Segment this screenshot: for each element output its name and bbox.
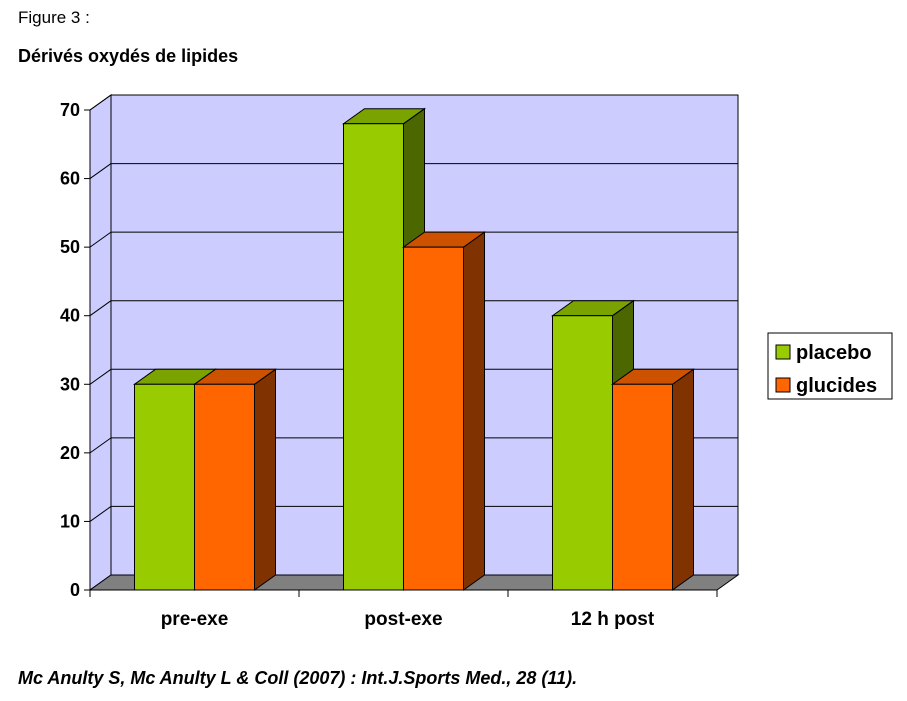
y-tick-label: 10	[60, 511, 80, 531]
bar-side	[463, 231, 485, 591]
gridline-side	[89, 506, 112, 522]
x-tick-label: pre-exe	[161, 609, 229, 630]
y-tick-label: 60	[60, 169, 80, 189]
gridline-side	[89, 163, 112, 179]
bar-front	[134, 383, 195, 591]
bar-glucides-1	[401, 231, 487, 591]
bar-glucides-0	[192, 368, 278, 591]
bar-front	[403, 246, 464, 591]
legend-swatch-glucides	[775, 377, 791, 393]
bar-front	[612, 383, 673, 591]
gridline-side	[89, 368, 112, 385]
bar-side	[254, 368, 276, 591]
gridline-side	[89, 437, 112, 454]
y-tick-label: 30	[60, 374, 80, 394]
chart-title: Dérivés oxydés de lipides	[18, 46, 239, 66]
x-tick-label: post-exe	[364, 609, 442, 630]
y-tick-label: 70	[60, 100, 80, 120]
plot-side-wall	[89, 94, 112, 591]
gridline-side	[89, 300, 112, 317]
y-tick-label: 0	[70, 580, 80, 600]
bar-front	[194, 383, 255, 591]
legend-label-glucides: glucides	[796, 375, 877, 397]
bar-front	[343, 123, 404, 591]
citation: Mc Anulty S, Mc Anulty L & Coll (2007) :…	[18, 668, 578, 688]
y-tick-label: 20	[60, 443, 80, 463]
bar-glucides-2	[610, 368, 696, 591]
bar-side	[672, 368, 694, 591]
x-tick-label: 12 h post	[571, 609, 655, 630]
figure-label: Figure 3 :	[18, 8, 90, 27]
legend-label-placebo: placebo	[796, 342, 872, 364]
bar-front	[552, 315, 613, 591]
y-tick-label: 40	[60, 306, 80, 326]
gridline-side	[89, 231, 112, 248]
gridline-side	[89, 94, 112, 111]
legend-swatch-placebo	[775, 344, 791, 360]
y-tick-label: 50	[60, 237, 80, 257]
